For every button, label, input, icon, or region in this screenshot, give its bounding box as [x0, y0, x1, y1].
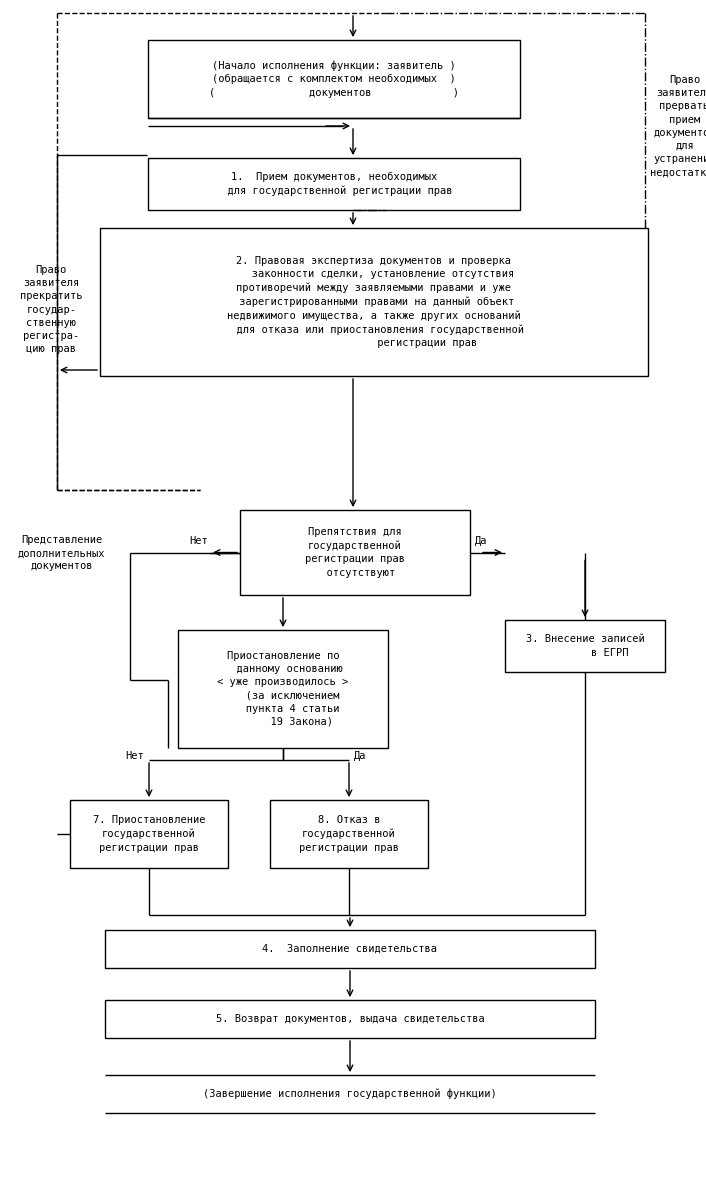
Text: 4.  Заполнение свидетельства: 4. Заполнение свидетельства	[263, 944, 438, 954]
Text: (Завершение исполнения государственной функции): (Завершение исполнения государственной ф…	[203, 1089, 497, 1099]
Bar	[240, 510, 470, 596]
Text: Нет: Нет	[189, 536, 208, 545]
Text: 1.  Прием документов, необходимых
  для государственной регистрации прав: 1. Прием документов, необходимых для гос…	[215, 172, 453, 197]
Text: Да: Да	[475, 536, 488, 545]
Text: 3. Внесение записей
        в ЕГРП: 3. Внесение записей в ЕГРП	[526, 635, 645, 657]
Text: Нет: Нет	[125, 752, 144, 761]
Bar	[105, 930, 595, 968]
Text: 5. Возврат документов, выдача свидетельства: 5. Возврат документов, выдача свидетельс…	[215, 1014, 484, 1024]
Text: Препятствия для
государственной
регистрации прав
  отсутствуют: Препятствия для государственной регистра…	[305, 528, 405, 578]
Text: 2. Правовая экспертиза документов и проверка
   законности сделки, установление : 2. Правовая экспертиза документов и пров…	[224, 256, 524, 348]
Bar	[70, 800, 228, 868]
Bar	[178, 630, 388, 748]
Bar	[505, 621, 665, 672]
Bar	[270, 800, 428, 868]
Text: 8. Отказ в
государственной
регистрации прав: 8. Отказ в государственной регистрации п…	[299, 816, 399, 853]
Bar	[105, 1000, 595, 1039]
Bar	[148, 40, 520, 118]
Text: (Начало исполнения функции: заявитель )
(обращается с комплектом необходимых  )
: (Начало исполнения функции: заявитель ) …	[209, 61, 459, 98]
Text: Приостановление по
  данному основанию
< уже производилось >
   (за исключением
: Приостановление по данному основанию < у…	[217, 651, 349, 727]
Text: Право
заявителя
прекратить
государ-
ственную
регистра-
цию прав: Право заявителя прекратить государ- стве…	[20, 266, 83, 354]
Text: Да: Да	[354, 752, 366, 761]
Text: 7. Приостановление
государственной
регистрации прав: 7. Приостановление государственной регис…	[92, 816, 205, 853]
Bar	[100, 227, 648, 376]
Text: Представление
дополнительных
документов: Представление дополнительных документов	[18, 535, 105, 572]
Bar	[148, 158, 520, 210]
Text: Право
заявителя
прервать
прием
документов
для
устранения
недостатков: Право заявителя прервать прием документо…	[650, 75, 706, 177]
